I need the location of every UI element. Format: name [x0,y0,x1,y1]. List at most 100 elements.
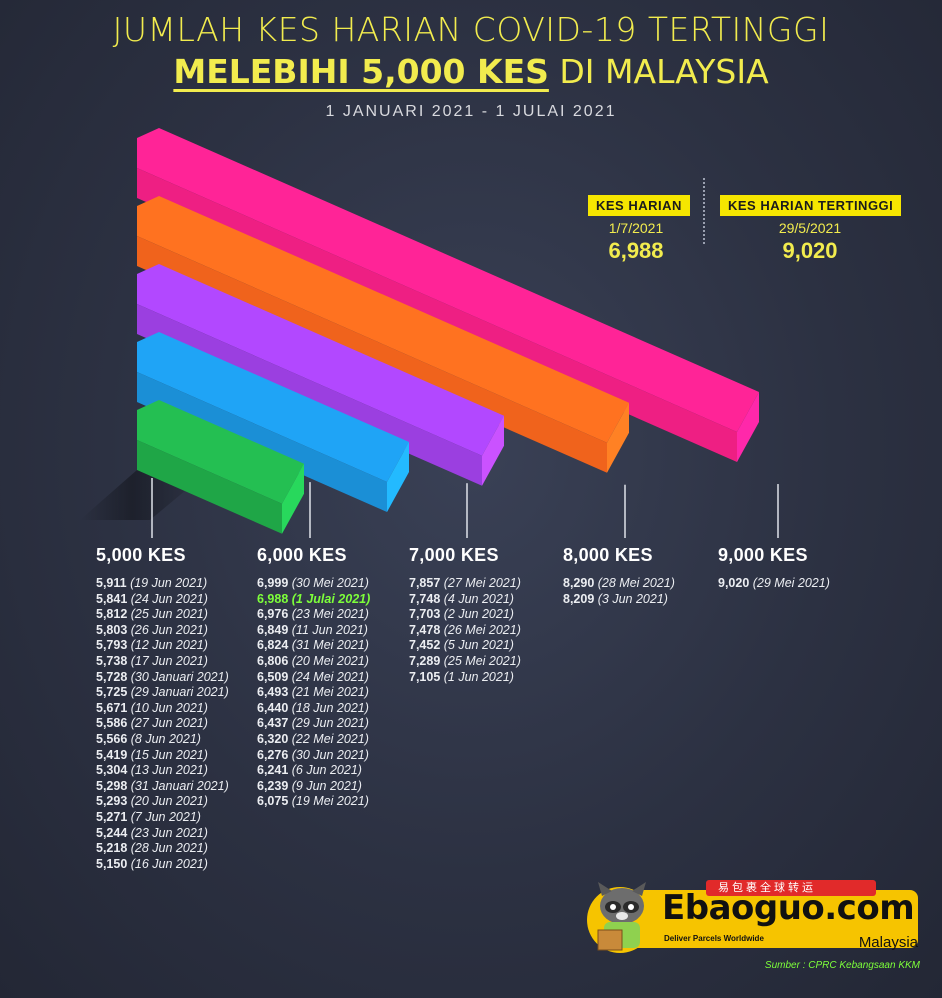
case-value: 6,241 [257,763,289,778]
case-entry: 6,999 (30 Mei 2021) [257,576,370,592]
logo-country: Malaysia [858,934,918,951]
bar-top-face [137,264,504,456]
case-value: 6,075 [257,794,289,809]
case-value: 5,304 [96,763,128,778]
case-entry: 6,849 (11 Jun 2021) [257,623,370,639]
case-entry: 8,290 (28 Mei 2021) [563,576,675,592]
case-entry: 5,738 (17 Jun 2021) [96,654,229,670]
bar-top-face [137,128,759,432]
case-value: 6,437 [257,716,289,731]
case-value: 7,105 [409,669,441,684]
case-value: 5,293 [96,794,128,809]
case-date: (26 Jun 2021) [127,622,208,637]
case-entry: 7,703 (2 Jun 2021) [409,607,521,623]
case-value: 7,289 [409,653,441,668]
case-date: (28 Jun 2021) [127,841,208,856]
case-date: (1 Jun 2021) [440,669,514,684]
case-entry: 5,293 (20 Jun 2021) [96,794,229,810]
logo-tagline: Deliver Parcels Worldwide [664,934,764,943]
chart-title-rest: DI MALAYSIA [559,52,769,91]
case-date: (25 Jun 2021) [127,607,208,622]
case-value: 5,586 [96,716,128,731]
case-date: (20 Mei 2021) [288,653,369,668]
case-entry: 5,218 (28 Jun 2021) [96,841,229,857]
column-header: 5,000 KES [96,545,186,565]
case-value: 6,493 [257,685,289,700]
logo-chinese-text: 易包裹全球转运 [718,882,816,894]
case-date: (4 Jun 2021) [440,591,514,606]
case-date: (1 Julai 2021) [288,591,371,606]
case-entry: 6,320 (22 Mei 2021) [257,732,370,748]
case-entry: 5,841 (24 Jun 2021) [96,592,229,608]
case-value: 5,728 [96,669,128,684]
case-entry: 5,298 (31 Januari 2021) [96,779,229,795]
case-value: 5,725 [96,685,128,700]
case-value: 6,239 [257,778,289,793]
case-date: (13 Jun 2021) [127,763,208,778]
case-entry: 5,586 (27 Jun 2021) [96,716,229,732]
case-value: 5,150 [96,856,128,871]
case-date: (29 Jun 2021) [288,716,369,731]
case-entry: 6,493 (21 Mei 2021) [257,685,370,701]
case-date: (26 Mei 2021) [440,622,521,637]
case-entry: 5,812 (25 Jun 2021) [96,607,229,623]
peak-cases-value: 9,020 [782,238,838,263]
case-value: 5,298 [96,778,128,793]
case-entry: 5,304 (13 Jun 2021) [96,763,229,779]
case-entry: 5,911 (19 Jun 2021) [96,576,229,592]
case-value: 7,478 [409,622,441,637]
case-value: 5,244 [96,825,128,840]
bar-6000 [137,332,409,512]
case-value: 6,806 [257,653,289,668]
case-entry: 7,105 (1 Jun 2021) [409,670,521,686]
bar-end-face [282,463,304,534]
column-5000: 5,000 KES 5,911 (19 Jun 2021) 5,841 (24 Ju… [96,545,229,872]
case-date: (16 Jun 2021) [127,856,208,871]
case-date: (9 Jun 2021) [288,778,362,793]
case-date: (7 Jun 2021) [127,809,201,824]
case-date: (27 Mei 2021) [440,576,521,590]
case-value: 5,218 [96,841,128,856]
case-date: (10 Jun 2021) [127,700,208,715]
case-value: 6,849 [257,622,289,637]
info-divider [703,178,705,244]
bar-5000 [137,400,304,534]
case-date: (31 Januari 2021) [127,778,229,793]
bar-top-face [137,332,409,482]
case-entry: 5,725 (29 Januari 2021) [96,685,229,701]
column-7000: 7,000 KES 7,857 (27 Mei 2021) 7,748 (4 Jun… [409,545,521,685]
case-entry: 7,748 (4 Jun 2021) [409,592,521,608]
case-value: 6,276 [257,747,289,762]
case-entry: 5,793 (12 Jun 2021) [96,638,229,654]
case-value: 5,803 [96,622,128,637]
case-entry: 6,824 (31 Mei 2021) [257,638,370,654]
column-9000: 9,000 KES 9,020 (29 Mei 2021) [718,545,830,592]
column-header: 8,000 KES [563,545,653,565]
case-value: 5,812 [96,607,128,622]
case-value: 5,419 [96,747,128,762]
column-6000: 6,000 KES 6,999 (30 Mei 2021) 6,988 (1 Jul… [257,545,370,810]
case-date: (3 Jun 2021) [594,591,668,606]
case-value: 7,857 [409,576,441,590]
case-date: (2 Jun 2021) [440,607,514,622]
bar-end-face [607,402,629,473]
case-date: (29 Januari 2021) [127,685,229,700]
case-value: 8,290 [563,576,595,590]
case-entry: 8,209 (3 Jun 2021) [563,592,675,608]
case-value: 5,271 [96,809,128,824]
case-entry: 6,440 (18 Jun 2021) [257,701,370,717]
case-value: 5,566 [96,731,128,746]
case-entry: 7,857 (27 Mei 2021) [409,576,521,592]
case-date: (28 Mei 2021) [594,576,675,590]
case-entry: 6,276 (30 Jun 2021) [257,748,370,764]
bar-end-face [387,442,409,512]
daily-cases-date: 1/7/2021 [608,220,664,236]
case-entry: 6,075 (19 Mei 2021) [257,794,370,810]
case-date: (29 Mei 2021) [749,576,830,590]
case-entry: 5,419 (15 Jun 2021) [96,748,229,764]
case-date: (30 Mei 2021) [288,576,369,590]
case-value: 6,320 [257,731,289,746]
case-date: (6 Jun 2021) [288,763,362,778]
peak-cases-badge: KES HARIAN TERTINGGI [720,195,902,216]
case-entry: 5,566 (8 Jun 2021) [96,732,229,748]
